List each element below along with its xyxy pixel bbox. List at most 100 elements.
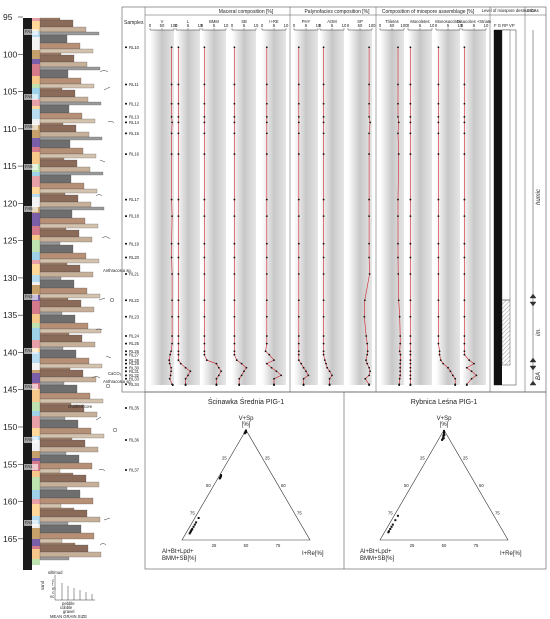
panel-2-point-1 bbox=[203, 83, 206, 86]
litho-bed-103 bbox=[39, 532, 95, 540]
depth-tick-label-3: 110 bbox=[3, 124, 17, 134]
litho-bed-87 bbox=[39, 451, 67, 456]
panel-name-3: SB bbox=[241, 19, 247, 24]
sample-id-6: RL16 bbox=[129, 152, 140, 157]
litho-bed-6 bbox=[39, 48, 94, 54]
litho-bed-91 bbox=[39, 472, 74, 476]
panel-1-point-14 bbox=[177, 335, 180, 337]
panel-2-point-4 bbox=[203, 121, 206, 124]
panel-6-point-20 bbox=[326, 366, 329, 369]
samples-header: Samples bbox=[124, 20, 144, 26]
panel-bg-10 bbox=[436, 30, 460, 385]
panel-line-11 bbox=[464, 47, 477, 385]
litho-bed-108 bbox=[39, 556, 70, 561]
panel-4-point-3 bbox=[265, 115, 268, 118]
litho-bed-59 bbox=[39, 311, 63, 316]
facies-band-54 bbox=[32, 451, 40, 458]
facies-band-21 bbox=[32, 187, 40, 194]
panel-10-point-16 bbox=[438, 350, 441, 353]
panel-7-point-15 bbox=[366, 342, 369, 345]
panel-1-point-19 bbox=[179, 362, 182, 365]
facies-band-9 bbox=[32, 88, 40, 99]
sample-id-10: RL20 bbox=[129, 255, 140, 260]
panel-4-point-5 bbox=[265, 132, 268, 135]
panel-3-point-12 bbox=[233, 299, 236, 302]
ternA-point-18 bbox=[189, 530, 192, 533]
ternA-point-16 bbox=[191, 528, 194, 530]
panel-2-point-10 bbox=[203, 256, 206, 259]
panel-7-point-10 bbox=[368, 256, 371, 259]
litho-bed-80 bbox=[39, 416, 66, 421]
litho-bed-42 bbox=[39, 227, 67, 231]
panel-0-point-5 bbox=[170, 132, 173, 135]
sample-marker-2 bbox=[125, 102, 127, 105]
panel-9-point-15 bbox=[409, 342, 412, 345]
panel-6-point-6 bbox=[322, 153, 325, 155]
litho-bed-22 bbox=[39, 124, 77, 133]
facies-label-bg-8 bbox=[24, 437, 38, 443]
panel-6-point-16 bbox=[322, 350, 325, 353]
panel-7-point-2 bbox=[368, 102, 371, 105]
panel-3-point-8 bbox=[233, 215, 236, 218]
panel-10-point-27 bbox=[454, 384, 457, 386]
panel-name-8: Triletes bbox=[385, 19, 399, 24]
sample-id-5: RL15 bbox=[129, 131, 140, 136]
litho-bed-1 bbox=[39, 19, 74, 28]
litho-bed-76 bbox=[39, 398, 104, 404]
facies-label-2: FA6 bbox=[25, 124, 33, 129]
ternA-bottom-tick-0: 25 bbox=[212, 543, 217, 548]
mca-ba: BA bbox=[536, 372, 542, 380]
panel-8-point-4 bbox=[397, 121, 400, 124]
facies-band-5 bbox=[32, 59, 40, 64]
litho-bed-100 bbox=[39, 516, 101, 523]
ternB-left-label2: BMM+SB[%] bbox=[360, 556, 395, 562]
panel-5-point-9 bbox=[297, 242, 300, 245]
ternB-point-16 bbox=[387, 530, 390, 533]
sample-marker-10 bbox=[125, 256, 127, 259]
panel-3-tick-label-1: 5 bbox=[243, 23, 246, 28]
panel-1-point-10 bbox=[177, 256, 180, 259]
facies-band-47 bbox=[32, 389, 40, 402]
panel-11-point-20 bbox=[465, 366, 468, 369]
litho-bed-13 bbox=[39, 83, 95, 89]
panel-bg-7 bbox=[348, 30, 372, 385]
panel-8-point-6 bbox=[397, 153, 400, 155]
facies-label-bg-9 bbox=[24, 464, 38, 470]
panel-9-point-17 bbox=[409, 353, 412, 356]
panel-0-point-1 bbox=[170, 83, 173, 86]
group-title-mcas: MCAs bbox=[527, 8, 538, 13]
panel-3-point-20 bbox=[245, 366, 248, 369]
panel-0-point-10 bbox=[170, 256, 173, 259]
destruction-column: F G RP VP bbox=[493, 23, 517, 386]
panel-0-point-16 bbox=[170, 350, 173, 353]
facies-label-8: FA5 bbox=[25, 437, 33, 442]
ternB-point-13 bbox=[391, 523, 394, 526]
panel-4-tick-label-0: 0 bbox=[261, 23, 264, 28]
ternary-frame bbox=[144, 391, 547, 570]
panel-7-tick-label-0: 0 bbox=[347, 23, 350, 28]
ternB-left-tick-2: 75 bbox=[388, 511, 393, 516]
note-anthracosia-lower: Anthracosia sp. bbox=[103, 379, 132, 384]
ternB-right-label: I+Re[%] bbox=[500, 551, 522, 557]
litho-bed-47 bbox=[39, 252, 87, 260]
panel-0-point-11 bbox=[171, 273, 173, 275]
panel-9-point-13 bbox=[409, 315, 412, 318]
litho-bed-96 bbox=[39, 497, 94, 505]
panel-6-tick-label-1: 5 bbox=[331, 23, 334, 28]
facies-band-68 bbox=[32, 559, 40, 565]
panel-10-point-13 bbox=[437, 315, 440, 318]
litho-bed-9 bbox=[39, 61, 88, 68]
panel-8-point-1 bbox=[397, 83, 399, 86]
ternA-point-14 bbox=[193, 523, 196, 526]
litho-bed-74 bbox=[39, 384, 78, 394]
litho-bed-85 bbox=[39, 439, 86, 448]
panel-10-point-4 bbox=[437, 121, 440, 124]
litho-bed-10 bbox=[39, 66, 101, 71]
facies-band-29 bbox=[32, 252, 40, 260]
panel-10-point-20 bbox=[447, 366, 449, 369]
facies-band-51 bbox=[32, 428, 40, 436]
panel-0-point-23 bbox=[168, 377, 171, 380]
panel-8-point-27 bbox=[398, 384, 401, 386]
panel-11-point-19 bbox=[473, 362, 475, 365]
panel-11-point-8 bbox=[463, 215, 466, 218]
